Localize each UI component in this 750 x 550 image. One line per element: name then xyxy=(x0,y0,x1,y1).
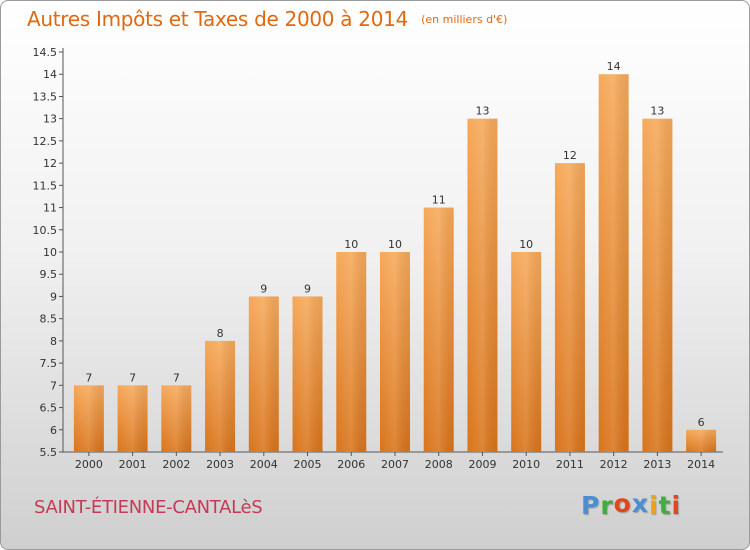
bar-value-label: 13 xyxy=(475,105,489,118)
bar-sheen xyxy=(511,252,542,452)
bar-sheen xyxy=(686,429,717,452)
y-tick-label: 12 xyxy=(43,157,57,170)
bar-sheen xyxy=(292,296,323,452)
x-tick-label: 2006 xyxy=(337,458,365,471)
y-tick-label: 11 xyxy=(43,202,57,215)
bar-value-label: 9 xyxy=(260,282,267,295)
bar-value-label: 7 xyxy=(85,371,92,384)
bar-sheen xyxy=(467,118,498,453)
y-tick-label: 6.5 xyxy=(40,402,58,415)
bar-sheen xyxy=(642,118,673,453)
x-tick-label: 2002 xyxy=(162,458,190,471)
bar-sheen xyxy=(117,385,148,452)
y-tick-label: 8.5 xyxy=(40,313,58,326)
x-tick-label: 2005 xyxy=(294,458,322,471)
bar-value-label: 13 xyxy=(650,105,664,118)
x-tick-label: 2009 xyxy=(468,458,496,471)
bar-sheen xyxy=(248,296,279,452)
bar-value-label: 8 xyxy=(217,327,224,340)
y-tick-label: 7.5 xyxy=(40,357,58,370)
bar-sheen xyxy=(73,385,104,452)
y-tick-label: 9.5 xyxy=(40,268,58,281)
commune-name: SAINT-ÉTIENNE-CANTALèS xyxy=(34,497,263,518)
bar-value-label: 10 xyxy=(519,238,533,251)
proxiti-logo: Proxiti xyxy=(581,489,682,520)
bar-value-label: 12 xyxy=(563,149,577,162)
x-tick-label: 2013 xyxy=(643,458,671,471)
y-tick-label: 14 xyxy=(43,68,57,81)
x-tick-label: 2008 xyxy=(425,458,453,471)
x-tick-label: 2012 xyxy=(600,458,628,471)
y-tick-label: 14.5 xyxy=(33,46,58,59)
x-tick-label: 2003 xyxy=(206,458,234,471)
y-tick-label: 8 xyxy=(50,335,57,348)
y-tick-label: 7 xyxy=(50,379,57,392)
x-tick-label: 2011 xyxy=(556,458,584,471)
y-tick-label: 10.5 xyxy=(33,224,58,237)
y-tick-label: 6 xyxy=(50,424,57,437)
x-tick-label: 2007 xyxy=(381,458,409,471)
chart-title: Autres Impôts et Taxes de 2000 à 2014 xyxy=(27,7,408,31)
bar-sheen xyxy=(161,385,192,452)
chart-subtitle: (en milliers d'€) xyxy=(421,13,508,26)
bar-value-label: 10 xyxy=(344,238,358,251)
y-tick-label: 12.5 xyxy=(33,135,58,148)
bar-value-label: 14 xyxy=(607,60,621,73)
bar-sheen xyxy=(554,163,585,452)
bar-value-label: 11 xyxy=(432,194,446,207)
y-tick-label: 13 xyxy=(43,113,57,126)
y-tick-label: 5.5 xyxy=(40,446,58,459)
x-tick-label: 2004 xyxy=(250,458,278,471)
x-tick-label: 2014 xyxy=(687,458,715,471)
x-tick-label: 2010 xyxy=(512,458,540,471)
bar-sheen xyxy=(598,74,629,452)
bar-value-label: 9 xyxy=(304,282,311,295)
bar-sheen xyxy=(380,252,410,452)
x-tick-label: 2000 xyxy=(75,458,103,471)
bar-value-label: 6 xyxy=(698,416,705,429)
y-tick-label: 13.5 xyxy=(33,90,58,103)
title-block: Autres Impôts et Taxes de 2000 à 2014 (e… xyxy=(27,7,507,31)
bar-sheen xyxy=(205,340,236,452)
bar-sheen xyxy=(423,207,454,452)
bar-value-label: 7 xyxy=(129,371,136,384)
bar-sheen xyxy=(336,252,367,452)
bar-value-label: 7 xyxy=(173,371,180,384)
x-tick-label: 2001 xyxy=(119,458,147,471)
y-tick-label: 11.5 xyxy=(33,179,58,192)
y-tick-label: 10 xyxy=(43,246,57,259)
y-tick-label: 9 xyxy=(50,290,57,303)
bar-value-label: 10 xyxy=(388,238,402,251)
